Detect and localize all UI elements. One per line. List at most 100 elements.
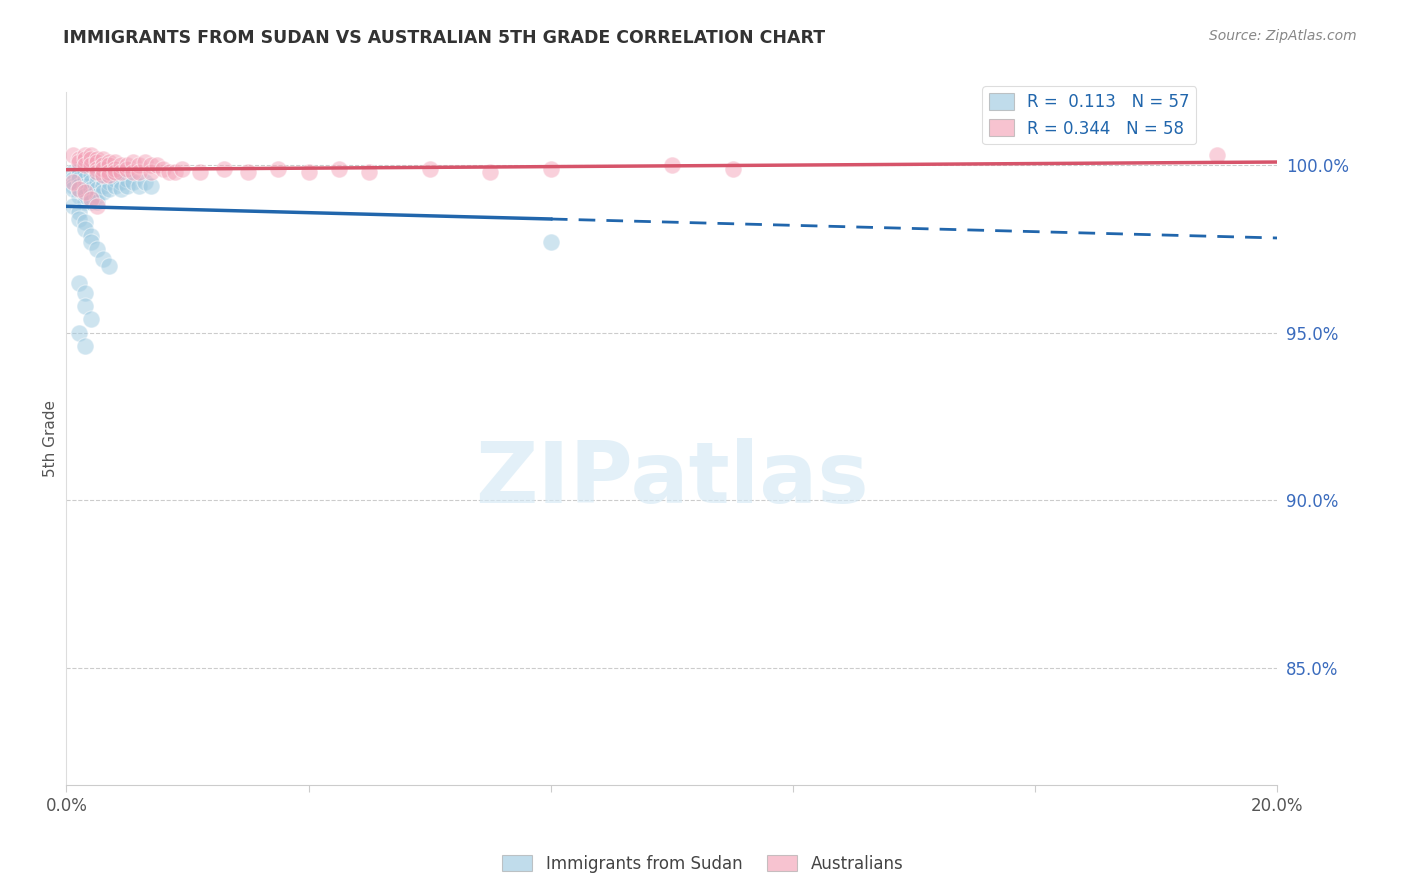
Point [122, 165, 145, 179]
Point [128, 165, 150, 179]
Point [73, 215, 96, 229]
Point [67, 152, 90, 166]
Text: ZIPatlas: ZIPatlas [475, 438, 869, 521]
Point [86, 198, 108, 212]
Point [91, 152, 114, 166]
Point [157, 165, 180, 179]
Point [73, 165, 96, 179]
Point [86, 182, 108, 196]
Point [86, 242, 108, 256]
Point [67, 169, 90, 183]
Point [86, 188, 108, 202]
Point [115, 178, 138, 193]
Point [141, 158, 163, 172]
Point [73, 171, 96, 186]
Point [86, 161, 108, 176]
Point [97, 259, 120, 273]
Point [110, 182, 132, 196]
Point [104, 155, 127, 169]
Point [67, 182, 90, 196]
Point [73, 195, 96, 210]
Point [104, 171, 127, 186]
Point [110, 158, 132, 172]
Point [115, 171, 138, 186]
Point [86, 195, 108, 210]
Point [86, 152, 108, 166]
Point [86, 155, 108, 169]
Point [73, 178, 96, 193]
Point [62, 148, 84, 162]
Point [540, 235, 562, 250]
Point [721, 161, 744, 176]
Point [67, 182, 90, 196]
Point [91, 161, 114, 176]
Point [91, 169, 114, 183]
Point [212, 161, 235, 176]
Legend: R =  0.113   N = 57, R = 0.344   N = 58: R = 0.113 N = 57, R = 0.344 N = 58 [983, 87, 1197, 145]
Point [79, 182, 101, 196]
Point [152, 161, 174, 176]
Point [419, 161, 441, 176]
Point [62, 178, 84, 193]
Point [79, 195, 101, 210]
Point [359, 165, 381, 179]
Point [97, 169, 120, 183]
Point [298, 165, 321, 179]
Point [67, 205, 90, 219]
Point [79, 152, 101, 166]
Point [479, 165, 502, 179]
Point [73, 158, 96, 172]
Point [79, 158, 101, 172]
Point [110, 175, 132, 189]
Legend: Immigrants from Sudan, Australians: Immigrants from Sudan, Australians [496, 848, 910, 880]
Point [67, 211, 90, 226]
Text: IMMIGRANTS FROM SUDAN VS AUSTRALIAN 5TH GRADE CORRELATION CHART: IMMIGRANTS FROM SUDAN VS AUSTRALIAN 5TH … [63, 29, 825, 47]
Point [86, 169, 108, 183]
Point [79, 235, 101, 250]
Point [86, 165, 108, 179]
Point [67, 326, 90, 340]
Point [62, 175, 84, 189]
Y-axis label: 5th Grade: 5th Grade [44, 400, 58, 476]
Point [73, 148, 96, 162]
Point [188, 165, 211, 179]
Point [97, 175, 120, 189]
Point [1206, 148, 1229, 162]
Point [165, 165, 187, 179]
Point [73, 222, 96, 236]
Point [86, 175, 108, 189]
Point [97, 158, 120, 172]
Point [73, 285, 96, 300]
Point [79, 228, 101, 243]
Point [236, 165, 259, 179]
Point [62, 182, 84, 196]
Point [67, 276, 90, 290]
Point [67, 155, 90, 169]
Point [134, 175, 156, 189]
Point [104, 161, 127, 176]
Point [73, 152, 96, 166]
Point [91, 171, 114, 186]
Point [62, 198, 84, 212]
Point [104, 165, 127, 179]
Point [267, 161, 290, 176]
Point [97, 169, 120, 183]
Point [122, 175, 145, 189]
Point [128, 158, 150, 172]
Point [141, 178, 163, 193]
Point [73, 185, 96, 199]
Point [62, 165, 84, 179]
Point [128, 178, 150, 193]
Point [540, 161, 562, 176]
Point [79, 192, 101, 206]
Point [79, 175, 101, 189]
Point [97, 155, 120, 169]
Point [73, 182, 96, 196]
Point [141, 165, 163, 179]
Point [67, 171, 90, 186]
Text: Source: ZipAtlas.com: Source: ZipAtlas.com [1209, 29, 1357, 44]
Point [67, 188, 90, 202]
Point [134, 155, 156, 169]
Point [91, 158, 114, 172]
Point [73, 299, 96, 313]
